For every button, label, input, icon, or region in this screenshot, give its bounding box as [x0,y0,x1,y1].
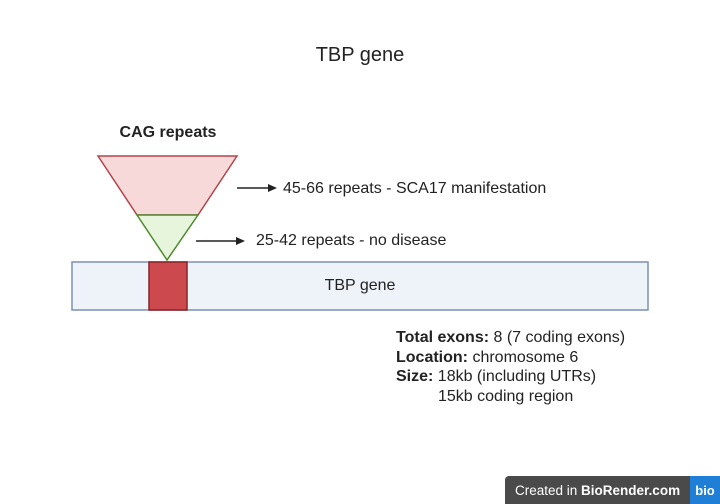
location-key: Location: [396,348,468,366]
badge-text: Created in BioRender.com [505,483,680,498]
biorender-logo-icon: bio [690,476,720,504]
exons-value: 8 (7 coding exons) [489,329,626,346]
location-value: chromosome 6 [468,348,579,366]
normal-repeats-triangle [135,214,200,262]
gene-info-block: Total exons: 8 (7 coding exons) Location… [396,328,625,406]
upper-annotation: 45-66 repeats - SCA17 manifestation [283,180,547,197]
size-row-2: 15kb coding region [396,387,625,407]
location-row: Location: chromosome 6 [396,348,625,368]
upper-arrow [237,184,277,192]
size-row: Size: 18kb (including UTRs) [396,367,625,387]
expanded-repeats-triangle [96,155,239,216]
cag-exon-block [148,261,188,311]
lower-annotation: 25-42 repeats - no disease [256,232,447,249]
badge-prefix: Created in [515,482,582,498]
size-key: Size: [396,368,434,385]
gene-bar-label: TBP gene [324,277,396,294]
exons-key: Total exons: [396,329,490,346]
size-value-2: 15kb coding region [438,387,574,405]
cag-repeats-label: CAG repeats [119,124,217,141]
diagram-title: TBP gene [315,44,405,66]
exons-row: Total exons: 8 (7 coding exons) [396,328,625,348]
size-value: 18kb (including UTRs) [433,368,597,385]
lower-arrow [196,237,245,245]
badge-brand: BioRender.com [581,482,681,498]
biorender-badge[interactable]: Created in BioRender.com bio [505,476,720,504]
